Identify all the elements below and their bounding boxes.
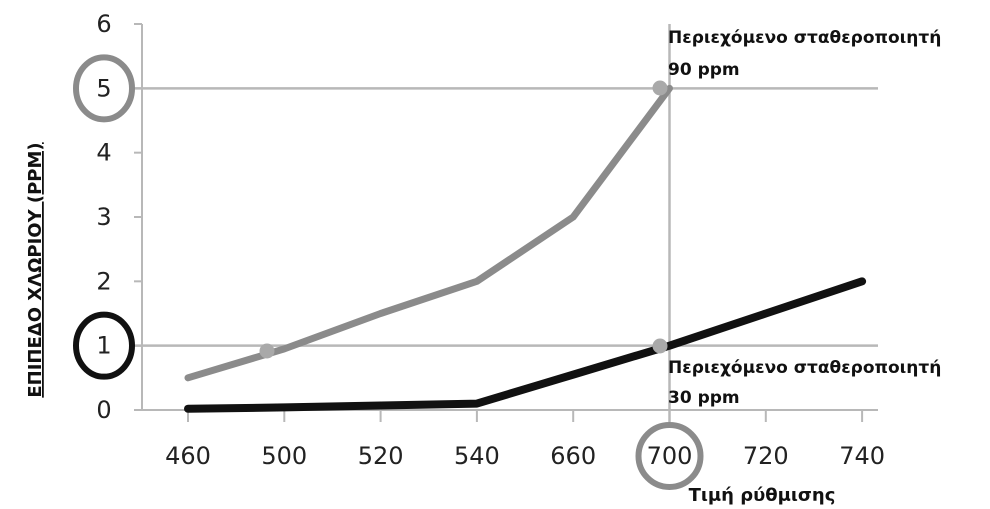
y-tick-label: 4	[96, 139, 111, 167]
y-tick-label: 1	[96, 332, 111, 360]
series-line-1	[184, 84, 673, 382]
y-tick-label: 6	[96, 10, 111, 38]
x-tick-label: 700	[647, 442, 693, 470]
y-tick-label: 0	[96, 396, 111, 424]
x-tick-labels: 460 500 520 540 660 700 720 740	[165, 442, 885, 470]
series-markers	[187, 80, 863, 409]
y-tick-marks	[134, 23, 142, 411]
x-tick-label: 520	[358, 442, 404, 470]
annotation-bottom-line2: 30 ppm	[668, 388, 740, 408]
x-tick-label: 720	[743, 442, 789, 470]
annotation-bottom-line1: Περιεχόμενο σταθεροποιητή	[668, 358, 941, 378]
series-line-2	[184, 277, 867, 413]
annotation-top-line2: 90 ppm	[668, 60, 740, 80]
x-tick-label: 740	[839, 442, 885, 470]
highlight-ring-5	[73, 54, 135, 123]
x-tick-marks	[187, 410, 864, 422]
y-axis-title: ΕΠΙΠΕΔΟ ΧΛΩΡΙΟΥ (PPM)	[25, 142, 46, 397]
y-tick-label: 2	[96, 267, 111, 295]
intersection-dot	[652, 338, 668, 354]
y-tick-labels: 0 1 2 3 4 5 6	[96, 10, 111, 424]
highlight-ring-1	[73, 311, 135, 380]
x-tick-label: 540	[454, 442, 500, 470]
highlight-rings	[73, 54, 704, 490]
x-tick-label: 460	[165, 442, 211, 470]
intersection-dot	[259, 343, 275, 359]
y-tick-label: 5	[96, 74, 111, 102]
highlight-ring-700	[635, 422, 704, 490]
x-tick-label: 660	[550, 442, 596, 470]
y-tick-label: 3	[96, 203, 111, 231]
x-axis-title: Τιμή ρύθμισης	[689, 485, 836, 506]
annotation-top-line1: Περιεχόμενο σταθεροποιητή	[668, 28, 941, 48]
x-tick-label: 500	[261, 442, 307, 470]
intersection-dot	[652, 80, 668, 96]
